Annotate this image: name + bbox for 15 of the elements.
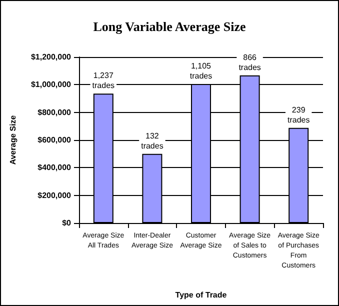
annotation: 1,237 trades	[92, 71, 115, 90]
y-tick-label: $400,000	[38, 163, 72, 172]
y-tick-label: $1,200,000	[30, 52, 72, 62]
annotation: 1,105 trades	[190, 61, 212, 80]
annotation: 132 trades	[141, 131, 164, 150]
y-tick-label: $0	[62, 218, 72, 228]
y-tick-label: $1,000,000	[30, 80, 72, 90]
x-axis-title: Type of Trade	[175, 290, 228, 300]
y-tick-label: $600,000	[38, 136, 72, 144]
chart-title: Long Variable Average Size	[93, 19, 246, 34]
annotation: 866 trades	[238, 52, 261, 72]
y-tick-label: $200,000	[38, 190, 72, 200]
y-tick-label: $800,000	[38, 108, 72, 117]
y-axis-title: Average Size	[8, 114, 18, 165]
annotation: 239 trades	[287, 105, 310, 124]
